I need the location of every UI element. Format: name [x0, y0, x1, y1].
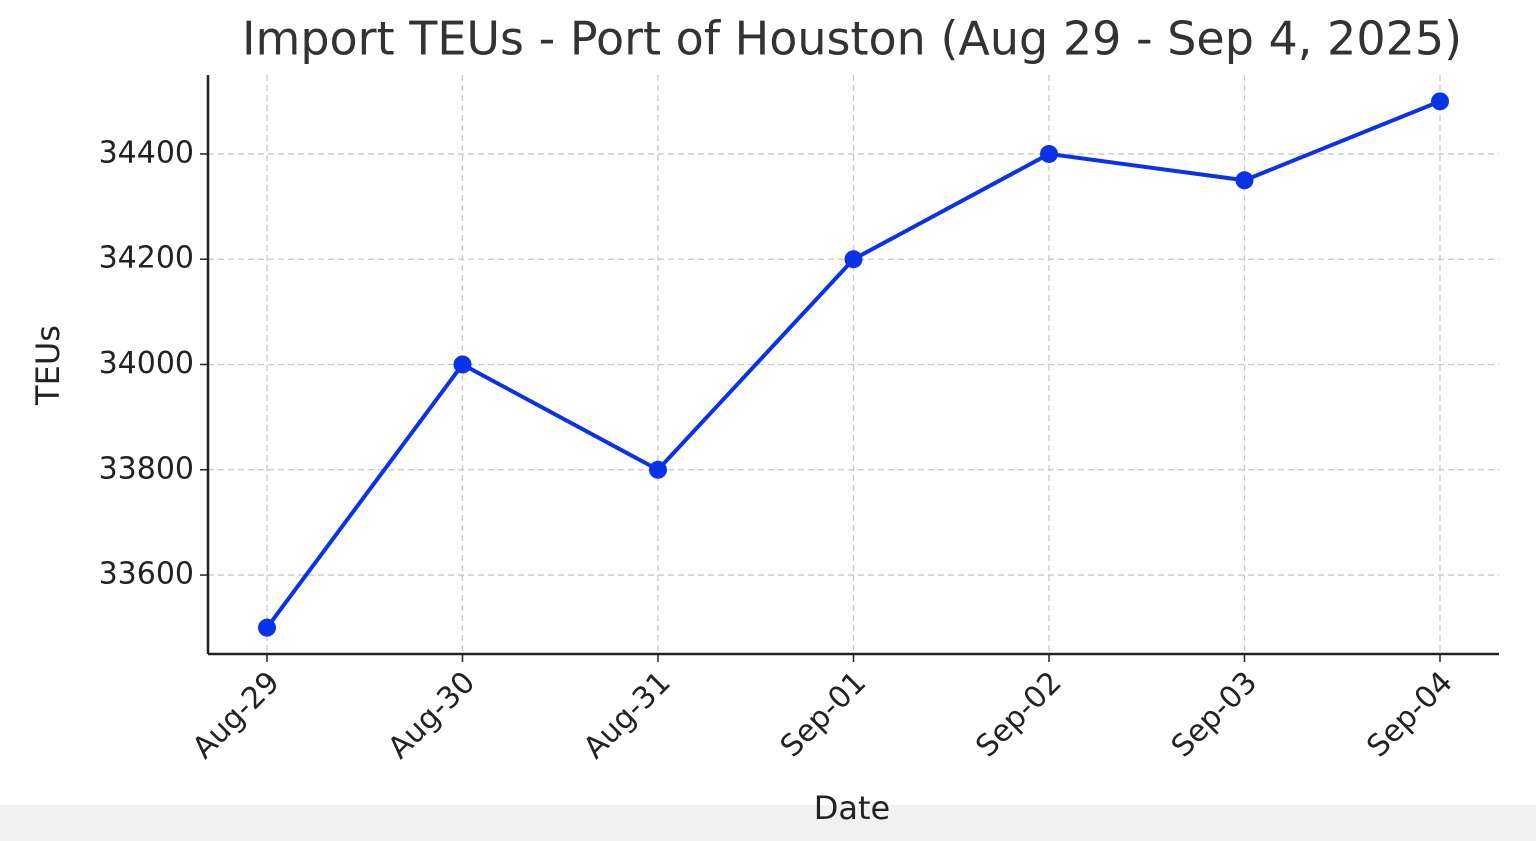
y-tick-label: 33600 [99, 557, 194, 592]
x-axis-label: Date [814, 789, 890, 827]
data-point [1431, 92, 1449, 111]
data-point [844, 250, 863, 269]
x-tick-label: Sep-01 [774, 665, 873, 764]
y-tick-label: 33800 [99, 451, 194, 486]
data-point [1235, 171, 1254, 190]
y-tick-label: 34200 [99, 241, 194, 276]
x-tick-label: Sep-02 [969, 665, 1068, 764]
x-tick-label: Sep-04 [1360, 665, 1459, 764]
plot-area: 33600 33800 34000 34200 34400 Aug-29 Aug-30 Aug… [99, 75, 1499, 766]
y-tick-label: 34000 [99, 346, 194, 381]
bottom-strip [0, 805, 1536, 841]
data-point [453, 355, 472, 374]
chart-title: Import TEUs - Port of Houston (Aug 29 - … [242, 12, 1462, 66]
x-tick-label: Aug-31 [577, 665, 678, 766]
data-point [258, 618, 276, 637]
y-tick-label: 34400 [99, 135, 194, 170]
x-tick-label: Aug-29 [186, 665, 287, 766]
x-tick-label: Sep-03 [1165, 665, 1264, 764]
data-point [649, 460, 667, 479]
x-tick-label: Aug-30 [381, 665, 482, 766]
y-axis-label: TEUs [29, 325, 67, 406]
data-point [1040, 144, 1058, 163]
